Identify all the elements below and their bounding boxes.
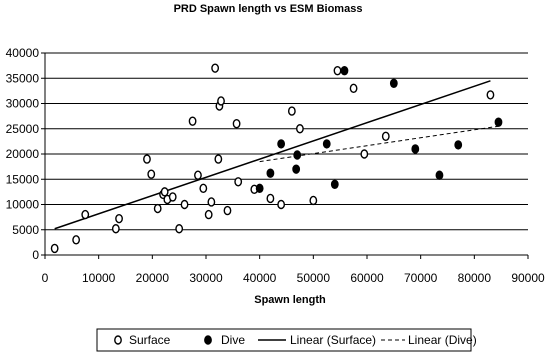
dive-point [277, 139, 286, 149]
surface-point [217, 96, 225, 106]
dive-point [293, 150, 302, 160]
dive-point [435, 170, 444, 180]
legend-label: Dive [221, 333, 245, 347]
data-points [50, 63, 503, 254]
x-tick-labels: 0 10000 20000 30000 40000 50000 60000 70000 8000… [42, 271, 545, 285]
trendlines [54, 80, 499, 230]
x-tick-label: 80000 [458, 271, 492, 285]
surface-point [223, 205, 232, 216]
y-tick-label: 0 [32, 248, 39, 262]
surface-point [160, 187, 169, 197]
dive-point [454, 140, 463, 150]
legend-label: Surface [129, 333, 171, 347]
x-tick-label: 40000 [243, 271, 277, 285]
x-tick-label: 0 [42, 271, 49, 285]
y-tick-label: 35000 [6, 71, 40, 85]
surface-point [486, 90, 495, 100]
y-tick-label: 25000 [6, 122, 40, 136]
dive-point [292, 164, 301, 174]
surface-point [381, 131, 390, 142]
chart-title: PRD Spawn length vs ESM Biomass [174, 3, 363, 15]
dive-point [322, 139, 331, 149]
x-tick-label: 50000 [297, 271, 331, 285]
surface-point [266, 193, 275, 204]
surface-point [194, 170, 202, 180]
dive-point [266, 168, 275, 178]
trendline-surface [54, 80, 491, 230]
surface-point [50, 243, 59, 254]
dive-point [494, 117, 503, 127]
surface-point [287, 106, 296, 116]
surface-point [277, 199, 286, 210]
surface-point [111, 224, 120, 234]
y-tick-label: 10000 [6, 198, 40, 212]
surface-point [232, 118, 241, 129]
dive-point [330, 179, 339, 190]
surface-point [360, 149, 369, 159]
surface-point [214, 154, 223, 164]
y-tick-label: 5000 [12, 223, 39, 237]
x-tick-label: 30000 [189, 271, 223, 285]
x-tick-label: 90000 [511, 271, 545, 285]
surface-point [333, 65, 342, 76]
x-tick-label: 60000 [350, 271, 384, 285]
y-tick-label: 40000 [6, 46, 40, 60]
surface-point [349, 83, 358, 94]
x-tick-label: 70000 [404, 271, 438, 285]
axes [41, 52, 529, 259]
surface-point [234, 177, 243, 187]
dive-point [255, 183, 264, 194]
surface-point [175, 224, 184, 234]
surface-point [211, 63, 220, 73]
surface-point [204, 209, 213, 220]
y-tick-label: 20000 [6, 147, 40, 161]
gridlines [45, 52, 528, 231]
trendline-dive [259, 125, 499, 163]
surface-point [147, 169, 156, 179]
dive-point [340, 65, 349, 76]
legend-label: Linear (Dive) [408, 333, 477, 347]
surface-point [207, 197, 216, 207]
surface-point [188, 116, 197, 126]
surface-point [199, 183, 208, 194]
dive-point [389, 78, 398, 89]
surface-point [309, 195, 318, 206]
x-tick-label: 10000 [82, 271, 116, 285]
legend-surface-marker [114, 335, 122, 345]
surface-point [72, 235, 81, 245]
surface-point [168, 192, 177, 202]
surface-point [115, 213, 123, 224]
dive-point [411, 144, 420, 154]
surface-point [180, 199, 189, 210]
x-tick-label: 20000 [136, 271, 170, 285]
y-tick-label: 30000 [6, 97, 40, 111]
surface-point [81, 209, 90, 220]
surface-point [143, 154, 151, 164]
y-tick-labels: 0 5000 10000 15000 20000 25000 30000 35000 40000 [6, 46, 40, 262]
y-tick-label: 15000 [6, 172, 40, 186]
x-axis-label: Spawn length [254, 294, 326, 306]
surface-point [153, 203, 162, 214]
legend: Surface Dive Linear (Surface) Linear (Dive) [96, 328, 477, 352]
surface-point [296, 124, 304, 134]
legend-label: Linear (Surface) [290, 333, 376, 347]
legend-dive-marker [204, 335, 212, 345]
